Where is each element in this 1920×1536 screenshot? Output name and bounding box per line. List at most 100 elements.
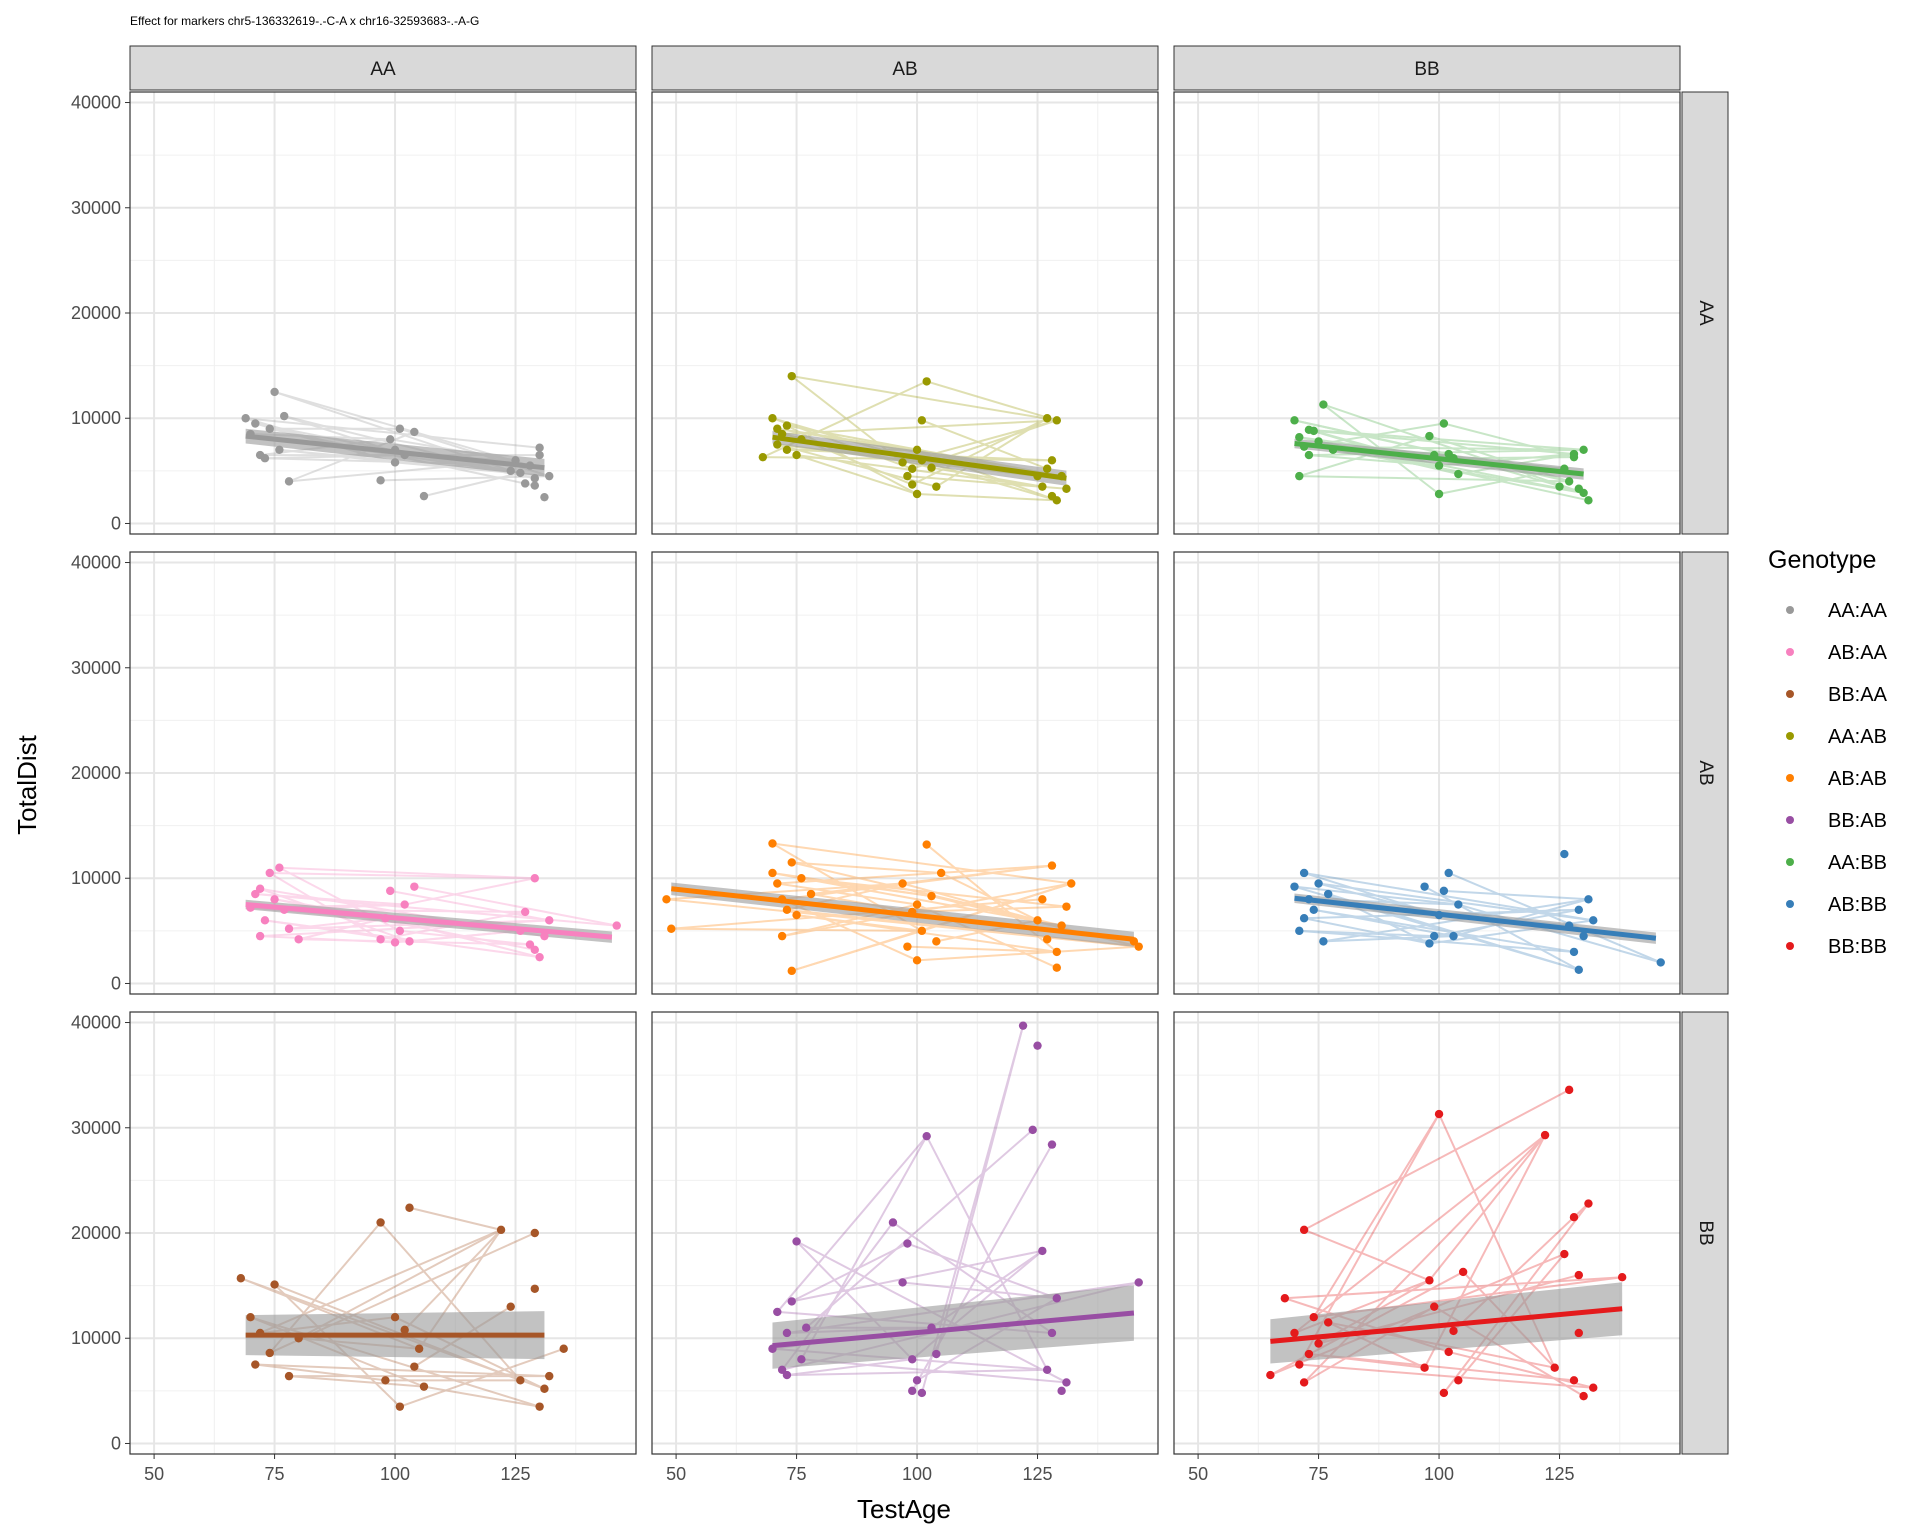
x-tick-label: 50 xyxy=(666,1464,686,1484)
data-point xyxy=(386,435,395,444)
data-point xyxy=(516,1376,525,1385)
data-point xyxy=(903,1239,912,1248)
trajectory-line xyxy=(772,871,1062,927)
trajectory-line xyxy=(801,877,1067,908)
data-point xyxy=(908,1355,917,1364)
data-point xyxy=(1584,496,1593,505)
data-point xyxy=(1047,861,1057,870)
y-tick-label: 0 xyxy=(111,973,121,993)
trajectory-line xyxy=(274,390,415,433)
data-point xyxy=(1555,482,1564,491)
data-point xyxy=(912,900,922,909)
regression-line xyxy=(245,433,545,471)
x-axis-title: TestAge xyxy=(857,1494,951,1524)
panel-border xyxy=(651,91,1159,535)
y-tick-label: 10000 xyxy=(71,1328,121,1348)
data-point xyxy=(260,916,270,925)
data-point xyxy=(1033,1041,1042,1050)
regression-line xyxy=(772,434,1067,481)
data-point xyxy=(1028,1125,1037,1135)
trajectory-line xyxy=(1308,1353,1575,1382)
trajectory-line xyxy=(777,427,918,451)
data-point xyxy=(270,1280,279,1289)
data-point xyxy=(927,891,936,901)
data-point xyxy=(1579,931,1588,941)
data-point xyxy=(1295,471,1304,481)
data-point xyxy=(1579,445,1588,455)
data-point xyxy=(395,926,405,936)
data-point xyxy=(1134,1278,1143,1287)
column-strip-bg xyxy=(1173,45,1681,91)
data-point xyxy=(400,900,409,909)
data-point xyxy=(1540,1130,1550,1140)
data-point xyxy=(1420,1363,1429,1372)
data-point xyxy=(395,424,405,433)
legend-item-ab-aa: AB:AA xyxy=(1786,642,1888,664)
data-point xyxy=(1564,477,1574,486)
trajectory-line xyxy=(666,898,1139,948)
data-point xyxy=(1617,1273,1627,1282)
panel-border xyxy=(1173,551,1681,995)
panel-border xyxy=(1173,91,1681,535)
regression-line xyxy=(1294,895,1657,941)
data-point xyxy=(545,916,554,925)
data-point xyxy=(260,454,270,463)
data-point xyxy=(1062,1378,1071,1387)
y-tick-label: 40000 xyxy=(71,553,121,573)
data-point xyxy=(419,491,429,501)
data-point xyxy=(1304,425,1314,435)
trajectory-line xyxy=(1303,917,1430,945)
data-point xyxy=(284,477,294,486)
trajectory-line xyxy=(902,1281,1057,1300)
data-point xyxy=(1033,916,1042,925)
column-strip-ab: AB xyxy=(651,45,1159,91)
data-point xyxy=(1057,921,1066,930)
regression-line xyxy=(671,886,1135,942)
data-point xyxy=(376,935,385,944)
data-point xyxy=(797,874,806,883)
data-point xyxy=(1434,489,1444,499)
data-point xyxy=(241,414,250,423)
trajectory-line xyxy=(1458,903,1661,964)
data-point xyxy=(1584,1199,1593,1208)
data-point xyxy=(1309,1312,1318,1322)
legend-item-bb-bb: BB:BB xyxy=(1786,936,1887,958)
legend: Genotype AA:AA AB:AA BB:AA AA:AB AB:AB BB:AB AA… xyxy=(1768,546,1888,958)
data-point xyxy=(1579,1391,1588,1401)
legend-item-aa-bb: AA:BB xyxy=(1786,852,1887,874)
data-point xyxy=(410,882,419,891)
data-point xyxy=(1430,1302,1439,1311)
y-tick-label: 0 xyxy=(111,1433,121,1453)
data-point xyxy=(1458,1267,1468,1277)
trajectory-line xyxy=(671,927,922,932)
x-tick-label: 125 xyxy=(501,1464,531,1484)
data-point xyxy=(1062,902,1071,911)
legend-swatch xyxy=(1786,858,1794,866)
facet-panel-ab-bb xyxy=(1173,551,1681,995)
trajectory-line xyxy=(940,872,1038,922)
data-point xyxy=(1319,400,1328,409)
data-point xyxy=(284,1371,294,1381)
data-point xyxy=(917,416,927,425)
trajectory-line xyxy=(264,919,540,959)
data-point xyxy=(540,492,549,502)
data-point xyxy=(251,419,260,428)
data-point xyxy=(535,952,544,962)
trajectory-line xyxy=(279,448,396,464)
legend-label: AB:AB xyxy=(1828,768,1887,790)
column-strip-aa: AA xyxy=(129,45,637,91)
data-point xyxy=(1018,1021,1028,1030)
trajectory-line xyxy=(791,375,1057,422)
data-point xyxy=(912,956,922,965)
panel-border xyxy=(651,551,1159,995)
data-point xyxy=(1047,1328,1057,1338)
data-point xyxy=(251,1360,260,1369)
data-point xyxy=(395,1402,405,1411)
legend-title: Genotype xyxy=(1768,546,1876,574)
data-point xyxy=(1425,939,1434,948)
facet-panel-aa-bb xyxy=(1173,91,1681,535)
data-point xyxy=(1042,935,1052,944)
legend-item-bb-ab: BB:AB xyxy=(1786,810,1887,832)
data-point xyxy=(1439,419,1449,428)
data-point xyxy=(496,1225,506,1235)
